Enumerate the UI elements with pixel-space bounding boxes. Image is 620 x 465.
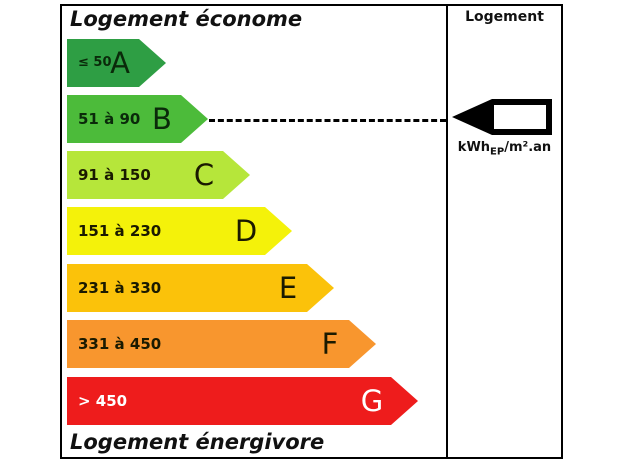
unit-suffix: /m².an	[504, 140, 552, 155]
energy-class-b: 51 à 90 B	[67, 95, 208, 143]
energy-class-b-shape	[67, 95, 208, 143]
energy-class-a-arrow	[67, 39, 166, 87]
energy-class-range: 331 à 450	[78, 335, 162, 353]
energy-class-c-shape	[67, 151, 250, 199]
column-header-logement: Logement	[465, 9, 544, 25]
energy-class-d-arrow	[67, 207, 292, 255]
current-value-pointer	[452, 99, 552, 135]
energy-class-e: 231 à 330 E	[67, 264, 334, 312]
energy-class-range: 51 à 90	[78, 110, 141, 128]
energy-class-a-shape	[67, 39, 166, 87]
energy-class-letter: C	[193, 158, 215, 192]
energy-class-g-arrow	[67, 377, 418, 425]
unit-base: kWh	[457, 140, 491, 155]
energy-class-letter: G	[360, 384, 384, 418]
energy-class-a: ≤ 50 A	[67, 39, 166, 87]
energy-class-e-arrow	[67, 264, 334, 312]
energy-class-range: 91 à 150	[78, 166, 151, 184]
energy-class-f: 331 à 450 F	[67, 320, 376, 368]
energy-class-range: 231 à 330	[78, 279, 162, 297]
unit-sub: EP	[490, 146, 505, 158]
energy-class-letter: D	[234, 214, 258, 248]
energy-class-e-shape	[67, 264, 334, 312]
energy-class-c-arrow	[67, 151, 250, 199]
energy-class-letter: B	[152, 102, 172, 136]
energy-class-f-shape	[67, 320, 376, 368]
column-divider	[446, 4, 448, 459]
pointer-value-box	[494, 105, 546, 129]
current-class-dashed-line	[209, 119, 446, 122]
energy-class-letter: F	[321, 327, 339, 361]
energy-class-g: > 450 G	[67, 377, 418, 425]
energy-class-range: > 450	[78, 392, 128, 410]
title-energivore: Logement énergivore	[70, 430, 325, 454]
label-frame	[60, 4, 563, 459]
energy-class-g-shape	[67, 377, 418, 425]
energy-class-letter: A	[110, 46, 130, 80]
energy-class-b-arrow	[67, 95, 208, 143]
unit-label: kWhEP/m².an	[448, 140, 561, 158]
energy-class-d: 151 à 230 D	[67, 207, 292, 255]
energy-class-f-arrow	[67, 320, 376, 368]
energy-class-range: ≤ 50	[78, 55, 112, 70]
energy-class-letter: E	[278, 271, 298, 305]
energy-class-d-shape	[67, 207, 292, 255]
energy-class-c: 91 à 150 C	[67, 151, 250, 199]
energy-class-range: 151 à 230	[78, 222, 162, 240]
title-econome: Logement économe	[70, 7, 303, 31]
